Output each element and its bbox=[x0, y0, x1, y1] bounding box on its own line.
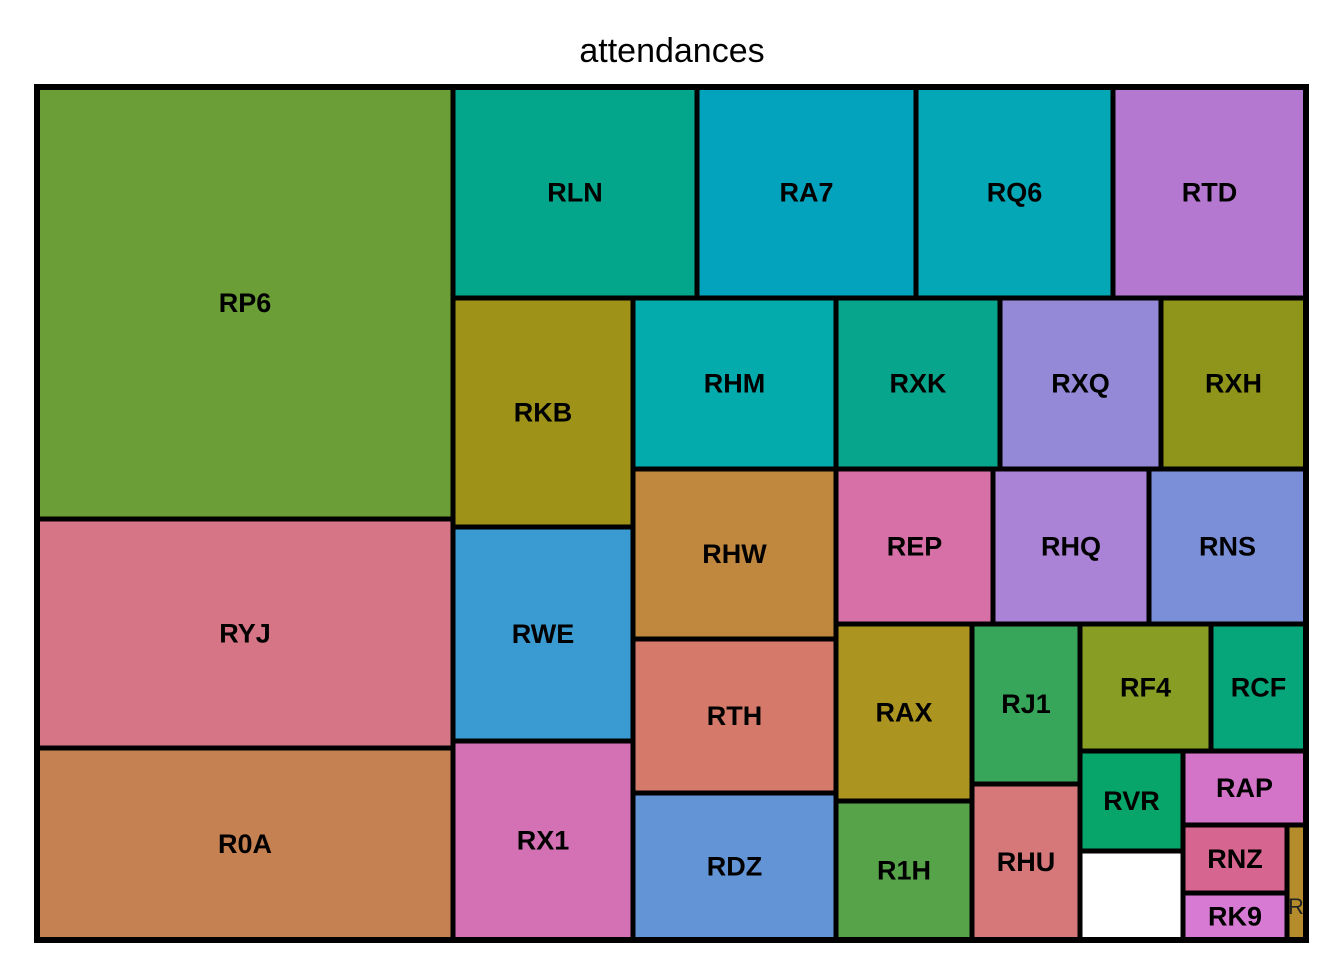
tile-label-r0a: R0A bbox=[218, 829, 272, 859]
tile-rect-rax bbox=[833, 621, 975, 804]
tile-rect-rhu bbox=[969, 781, 1083, 943]
tile-rwe: RWE bbox=[450, 524, 636, 744]
tile-label-rln: RLN bbox=[547, 178, 603, 208]
tile-label-rxq: RXQ bbox=[1051, 369, 1110, 399]
tile-rth: RTH bbox=[630, 636, 839, 796]
treemap-border bbox=[34, 84, 1309, 943]
tile-label-rk9: RK9 bbox=[1208, 902, 1262, 932]
tile-label-rj1: RJ1 bbox=[1001, 689, 1051, 719]
tile-label-rkb: RKB bbox=[514, 398, 573, 428]
tile-rhq: RHQ bbox=[990, 466, 1152, 627]
tile-rect-rkb bbox=[450, 295, 636, 530]
tile-rvr: RVR bbox=[1077, 748, 1186, 854]
tile-label-rax: RAX bbox=[875, 698, 932, 728]
tile-rxk: RXK bbox=[833, 295, 1003, 472]
tile-rect-rth bbox=[630, 636, 839, 796]
tile-label-rhq: RHQ bbox=[1041, 532, 1101, 562]
tile-rect-rhq bbox=[990, 466, 1152, 627]
tile-rf4: RF4 bbox=[1077, 621, 1214, 754]
tile-ra7: RA7 bbox=[694, 84, 919, 301]
tile-rap: RAP bbox=[1180, 748, 1309, 828]
tile-label-rth: RTH bbox=[707, 701, 763, 731]
tile-rhm: RHM bbox=[630, 295, 839, 472]
tile-label-rwe: RWE bbox=[512, 619, 575, 649]
tile-rns: RNS bbox=[1146, 466, 1309, 627]
tile-label-rhm: RHM bbox=[704, 369, 766, 399]
tile-label-ra7: RA7 bbox=[779, 178, 833, 208]
tile-rect-rep bbox=[833, 466, 996, 627]
tile-label-rtd: RTD bbox=[1182, 178, 1238, 208]
tile-label-rcf: RCF bbox=[1231, 673, 1287, 703]
tile-label-rnz: RNZ bbox=[1207, 844, 1263, 874]
tile-rj1: RJ1 bbox=[969, 621, 1083, 787]
tile-rp6: RP6 bbox=[34, 84, 456, 522]
tile-rnz: RNZ bbox=[1180, 822, 1290, 896]
tile-rkb: RKB bbox=[450, 295, 636, 530]
tile-rax: RAX bbox=[833, 621, 975, 804]
tile-label-rvr: RVR bbox=[1103, 786, 1160, 816]
tile-label-rxh: RXH bbox=[1205, 369, 1262, 399]
tile-r1h: R1H bbox=[833, 798, 975, 943]
tile-rect-r0a bbox=[34, 745, 456, 943]
tile-label-rap: RAP bbox=[1216, 773, 1273, 803]
tile-rect-rcf bbox=[1208, 621, 1309, 754]
chart-title: attendances bbox=[579, 32, 765, 70]
tile-rect-rxq bbox=[997, 295, 1164, 472]
tile-rect-ryj bbox=[34, 516, 456, 751]
tile-rk9: RK9 bbox=[1180, 890, 1290, 943]
tile-label-rxk: RXK bbox=[889, 369, 947, 399]
tile-rtd: RTD bbox=[1110, 84, 1309, 301]
tile-label-rep: REP bbox=[887, 532, 943, 562]
tile-rhu: RHU bbox=[969, 781, 1083, 943]
tile-rdz: RDZ bbox=[630, 790, 839, 943]
tile-rect-rns bbox=[1146, 466, 1309, 627]
tile-r: R bbox=[1284, 822, 1309, 943]
tile-rect-rwe bbox=[450, 524, 636, 744]
tile-label-rf4: RF4 bbox=[1120, 673, 1171, 703]
tile-label-rq6: RQ6 bbox=[987, 178, 1043, 208]
tile-label-rns: RNS bbox=[1199, 532, 1256, 562]
tile-label-rp6: RP6 bbox=[219, 288, 272, 318]
tile-rhw: RHW bbox=[630, 466, 839, 642]
tile-rx1: RX1 bbox=[450, 738, 636, 943]
tile-rect-rhw bbox=[630, 466, 839, 642]
tile-rcf: RCF bbox=[1208, 621, 1309, 754]
tile-rln: RLN bbox=[450, 84, 700, 301]
tile-rect-rxh bbox=[1158, 295, 1309, 472]
tile-rep: REP bbox=[833, 466, 996, 627]
tile-rect-rj1 bbox=[969, 621, 1083, 787]
tile-label-r1h: R1H bbox=[877, 856, 931, 886]
tile-ryj: RYJ bbox=[34, 516, 456, 751]
tile-rect-rp6 bbox=[34, 84, 456, 522]
tile-label-rhw: RHW bbox=[702, 539, 767, 569]
tile-rect-rxk bbox=[833, 295, 1003, 472]
tile-rq6: RQ6 bbox=[913, 84, 1116, 301]
tile-rect-rf4 bbox=[1077, 621, 1214, 754]
tile-rect-rx1 bbox=[450, 738, 636, 943]
tile-label-r: R bbox=[1288, 894, 1304, 919]
tile-rxq: RXQ bbox=[997, 295, 1164, 472]
tile-label-ryj: RYJ bbox=[219, 619, 271, 649]
tile-r0a: R0A bbox=[34, 745, 456, 943]
tile-rxh: RXH bbox=[1158, 295, 1309, 472]
tile-label-rdz: RDZ bbox=[707, 852, 763, 882]
tile-label-rhu: RHU bbox=[997, 847, 1056, 877]
tile-label-rx1: RX1 bbox=[517, 826, 570, 856]
